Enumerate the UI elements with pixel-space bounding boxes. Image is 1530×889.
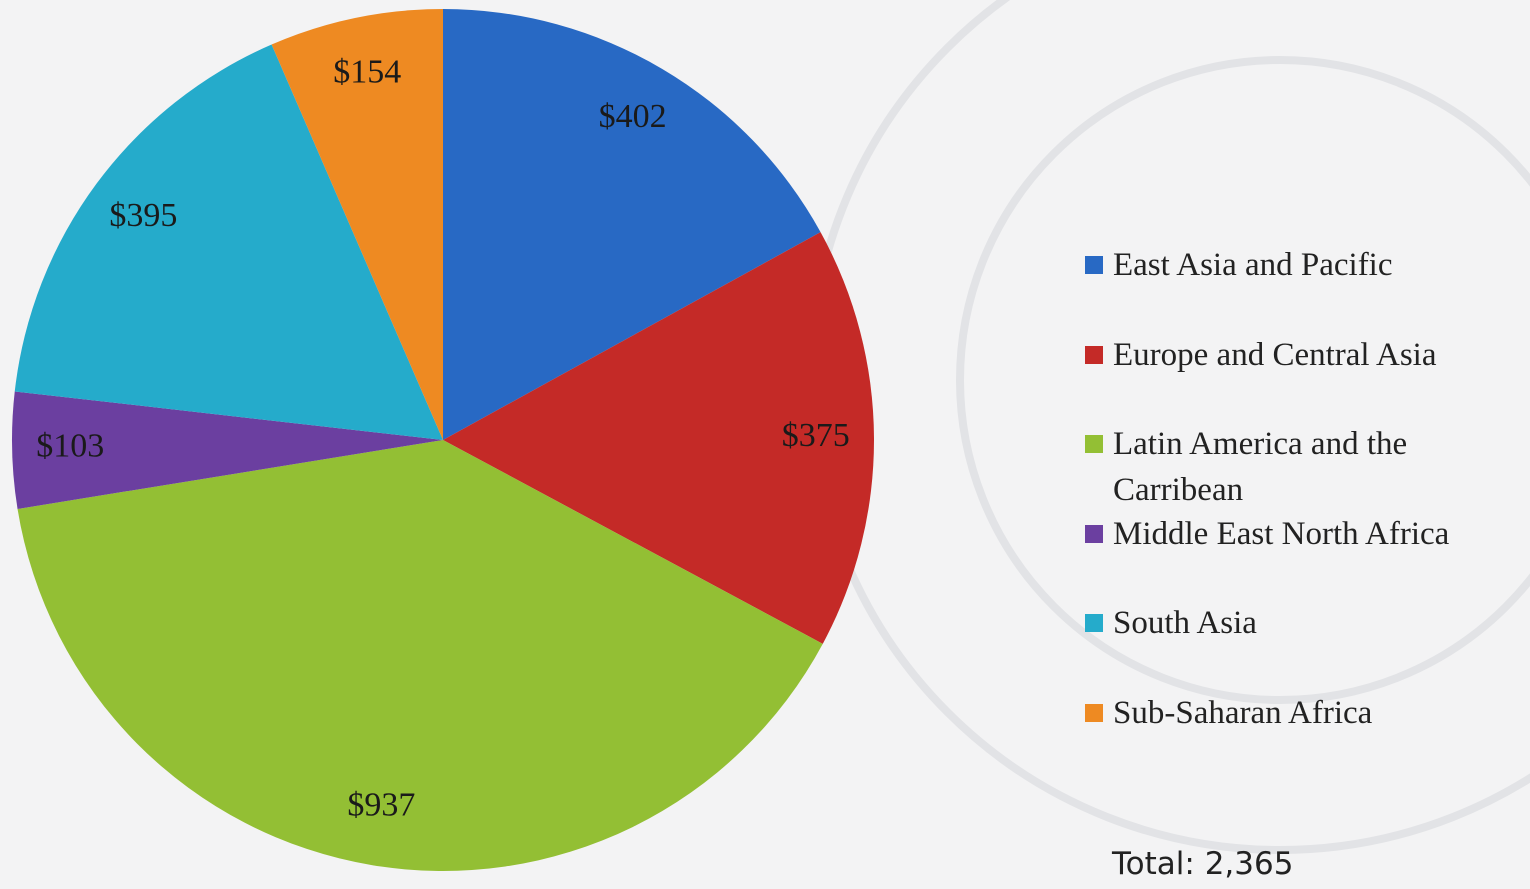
legend-label: East Asia and Pacific [1113, 247, 1393, 283]
legend-item: South Asia [1085, 600, 1525, 646]
data-label: $103 [36, 428, 104, 465]
legend-swatch [1085, 435, 1103, 453]
legend-swatch [1085, 524, 1103, 543]
data-label: $154 [333, 54, 401, 91]
pie-slice [271, 9, 443, 440]
legend-label: Latin America and the Carribean [1113, 426, 1408, 508]
legend-label: Middle East North Africa [1113, 515, 1450, 552]
pie-slice [443, 232, 874, 644]
legend-swatch [1085, 614, 1103, 632]
legend-swatch [1085, 345, 1103, 364]
legend-label: South Asia [1113, 605, 1257, 641]
data-label: $395 [109, 197, 177, 234]
legend-label: Sub-Saharan Africa [1113, 694, 1373, 731]
legend-swatch [1085, 256, 1103, 274]
pie-slice [443, 9, 821, 440]
data-label: $402 [599, 98, 667, 135]
legend-item: Middle East North Africa [1085, 511, 1525, 557]
legend-item: Europe and Central Asia [1085, 332, 1525, 378]
pie-slice [14, 44, 444, 441]
data-label: $375 [782, 417, 850, 454]
pie-slice [11, 391, 443, 509]
legend-label: Europe and Central Asia [1113, 336, 1437, 373]
legend-item: Sub-Saharan Africa [1085, 690, 1525, 736]
pie-slice [17, 440, 823, 871]
legend-item: Latin America and the Carribean [1085, 421, 1525, 513]
total-annotation: Total: 2,365 [1112, 846, 1294, 882]
legend-swatch [1085, 703, 1103, 722]
data-label: $937 [347, 786, 415, 823]
legend-item: East Asia and Pacific [1085, 242, 1525, 288]
